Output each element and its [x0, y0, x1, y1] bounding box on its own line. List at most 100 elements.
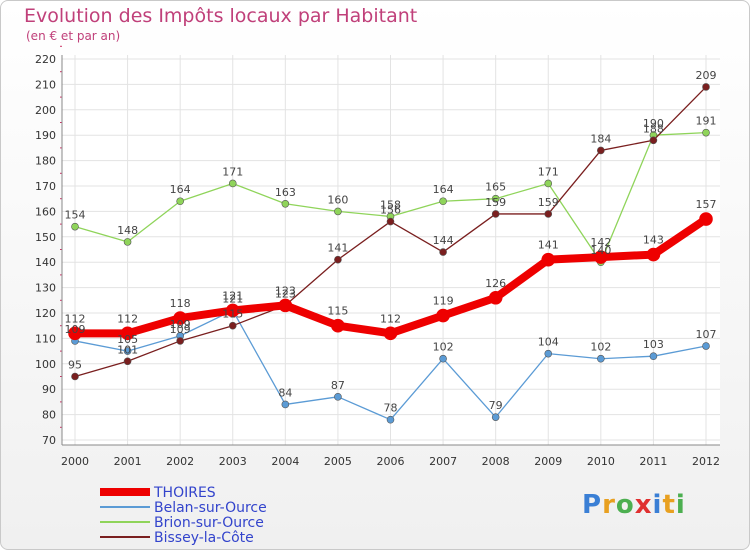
data-label: 159 [538, 196, 559, 209]
data-point [225, 303, 240, 318]
data-point [281, 199, 290, 208]
data-point [71, 222, 79, 231]
x-tick-label: 2001 [114, 455, 142, 468]
data-point [176, 197, 184, 206]
data-point [491, 194, 500, 203]
data-label: 107 [696, 328, 717, 341]
data-point [488, 290, 503, 305]
x-tick-label: 2004 [271, 455, 299, 468]
data-label: 148 [117, 224, 138, 237]
data-label: 87 [331, 379, 345, 392]
data-label: 102 [433, 341, 454, 354]
data-label: 164 [170, 183, 191, 196]
data-point [278, 298, 293, 313]
y-tick-label: 180 [35, 155, 56, 168]
y-tick-label: 120 [35, 307, 56, 320]
x-tick-label: 2012 [692, 455, 720, 468]
data-label: 171 [222, 165, 243, 178]
data-point [228, 321, 237, 330]
y-tick-label: 100 [35, 358, 56, 371]
proxiti-logo: Proxiti [582, 490, 686, 520]
data-label: 144 [433, 234, 454, 247]
legend-label: THOIRES [153, 485, 216, 501]
logo-letter: i [652, 490, 663, 520]
data-label: 103 [643, 338, 664, 351]
y-tick-label: 200 [35, 104, 56, 117]
x-tick-label: 2002 [166, 455, 194, 468]
data-label: 109 [170, 323, 191, 336]
data-point [439, 248, 447, 256]
x-tick-label: 2009 [534, 455, 562, 468]
data-label: 95 [68, 359, 82, 372]
data-label: 104 [538, 336, 559, 349]
x-tick-label: 2000 [61, 455, 89, 468]
data-label: 209 [696, 69, 717, 82]
data-label: 160 [327, 193, 348, 206]
data-label: 163 [275, 186, 296, 199]
chart-subtitle: (en € et par an) [26, 29, 121, 43]
data-point [702, 342, 710, 350]
logo-letter: r [602, 490, 616, 520]
x-tick-label: 2003 [219, 455, 247, 468]
data-label: 109 [170, 318, 191, 331]
data-point [491, 413, 500, 421]
data-point [334, 255, 342, 264]
data-label: 121 [222, 289, 243, 302]
y-tick-label: 160 [35, 205, 56, 218]
data-point [491, 210, 500, 218]
x-tick-label: 2008 [482, 455, 510, 468]
data-label: 123 [275, 287, 296, 300]
data-point [123, 238, 132, 246]
data-label: 156 [380, 204, 401, 217]
data-label: 79 [489, 399, 503, 412]
data-point [439, 354, 447, 363]
y-tick-label: 220 [35, 53, 56, 66]
data-label: 119 [433, 295, 454, 308]
data-point [436, 308, 450, 323]
logo-letter: i [675, 490, 686, 520]
y-tick-label: 150 [35, 231, 56, 244]
y-tick-label: 210 [35, 78, 56, 91]
data-point [541, 252, 556, 267]
data-label: 188 [643, 122, 664, 135]
data-label: 84 [278, 386, 292, 399]
data-point [228, 179, 237, 188]
data-label: 115 [222, 308, 243, 321]
chart-title: Evolution des Impôts locaux par Habitant [24, 5, 418, 27]
data-label: 159 [485, 196, 506, 209]
data-label: 121 [222, 292, 243, 305]
legend-label: Belan-sur-Ource [154, 500, 267, 516]
data-label: 184 [590, 132, 611, 145]
logo-letter: t [662, 490, 676, 520]
y-tick-label: 130 [35, 282, 56, 295]
data-point [594, 250, 608, 264]
logo-letter: o [615, 490, 635, 520]
data-label: 112 [380, 312, 401, 325]
data-label: 141 [327, 242, 348, 255]
logo-letter: P [582, 490, 603, 520]
data-point [176, 337, 184, 345]
data-point [334, 207, 342, 216]
data-point [334, 393, 342, 401]
data-point [123, 347, 132, 355]
data-label: 126 [485, 277, 506, 290]
y-tick-label: 110 [35, 332, 56, 345]
data-point [383, 326, 398, 341]
data-label: 190 [643, 117, 664, 130]
data-label: 105 [117, 333, 138, 346]
data-point [649, 136, 658, 145]
data-label: 142 [590, 236, 611, 249]
data-point [544, 210, 553, 218]
data-label: 171 [538, 165, 559, 178]
data-label: 164 [433, 183, 454, 196]
data-point [702, 83, 710, 91]
data-label: 118 [170, 297, 191, 310]
data-label: 78 [384, 402, 398, 415]
data-label: 158 [380, 198, 401, 211]
y-tick-label: 80 [42, 409, 56, 422]
data-label: 143 [643, 234, 664, 247]
data-point [120, 326, 135, 341]
data-label: 109 [65, 323, 86, 336]
data-label: 123 [275, 284, 296, 297]
